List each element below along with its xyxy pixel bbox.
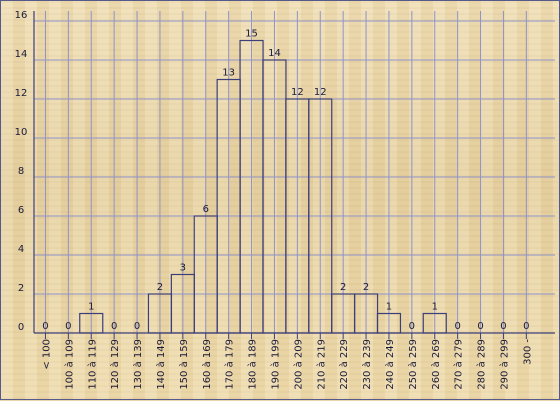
bar-value-label: 0 [477, 321, 483, 332]
x-tick-label: 250 à 259 [407, 339, 419, 390]
x-tick-label: 160 à 169 [201, 339, 213, 390]
bar-value-label: 0 [454, 321, 460, 332]
bar-value-label: 12 [291, 87, 304, 98]
x-tick-label: 270 à 279 [453, 339, 465, 390]
grid-lines [34, 11, 555, 333]
y-tick-label: 2 [18, 283, 24, 294]
y-tick-label: 0 [18, 322, 24, 333]
bar-value-label: 0 [134, 321, 140, 332]
bar-value-label: 0 [409, 321, 415, 332]
bar-value-label: 13 [222, 68, 235, 79]
bar-value-label: 2 [157, 282, 163, 293]
x-tick-label: 230 à 239 [361, 339, 373, 390]
x-tick-label: 150 à 159 [178, 339, 190, 390]
y-axis-tick-labels: 0 2 4 6 8 10 12 14 16 [15, 10, 28, 333]
x-tick-label: 110 à 119 [86, 339, 98, 390]
data-labels: 0 0 1 0 0 2 3 6 13 15 14 12 12 2 2 1 0 1 0 0 0 0 [42, 29, 529, 333]
x-tick-label: 130 à 139 [132, 339, 144, 390]
bar-value-label: 1 [88, 302, 94, 313]
x-tick-label: 210 à 219 [315, 339, 327, 390]
y-tick-label: 6 [18, 205, 24, 216]
x-tick-label: 180 à 189 [247, 339, 259, 390]
bar-value-label: 2 [340, 282, 346, 293]
y-tick-label: 12 [15, 88, 28, 99]
x-tick-label: 260 à 269 [430, 339, 442, 390]
bar-value-label: 1 [432, 302, 438, 313]
x-tick-label: 240 à 249 [384, 339, 396, 390]
x-tick-label: < 100 [41, 339, 52, 370]
bar-value-label: 15 [245, 29, 258, 40]
x-tick-label: 120 à 129 [109, 339, 121, 390]
y-tick-label: 16 [15, 10, 28, 21]
x-tick-label: 190 à 199 [269, 339, 281, 390]
x-tick-label: 220 à 229 [338, 339, 350, 390]
bar-value-label: 2 [363, 282, 369, 293]
bar-value-label: 0 [65, 321, 71, 332]
bar-value-label: 1 [386, 302, 392, 313]
bar-value-label: 12 [314, 87, 327, 98]
bar-value-label: 14 [268, 48, 281, 59]
x-tick-label: 280 à 289 [476, 339, 488, 390]
y-tick-label: 4 [18, 244, 24, 255]
bar-value-label: 0 [42, 321, 48, 332]
x-tick-label: 100 à 109 [63, 339, 75, 390]
bar-value-label: 0 [111, 321, 117, 332]
bar-value-label: 3 [180, 263, 186, 274]
x-tick-label: 300 - [522, 339, 533, 365]
axes [33, 11, 555, 339]
x-tick-label: 290 à 299 [498, 339, 510, 390]
x-tick-label: 200 à 209 [292, 339, 304, 390]
bar-value-label: 0 [523, 321, 529, 332]
y-tick-label: 10 [15, 127, 28, 138]
y-tick-label: 14 [15, 49, 28, 60]
x-axis-tick-labels: < 100 100 à 109 110 à 119 120 à 129 130 à 13… [41, 339, 533, 390]
y-tick-label: 8 [18, 166, 24, 177]
x-tick-label: 140 à 149 [155, 339, 167, 390]
x-tick-label: 170 à 179 [224, 339, 236, 390]
bars [79, 39, 447, 334]
bar-value-label: 0 [500, 321, 506, 332]
bar-value-label: 6 [203, 204, 209, 215]
